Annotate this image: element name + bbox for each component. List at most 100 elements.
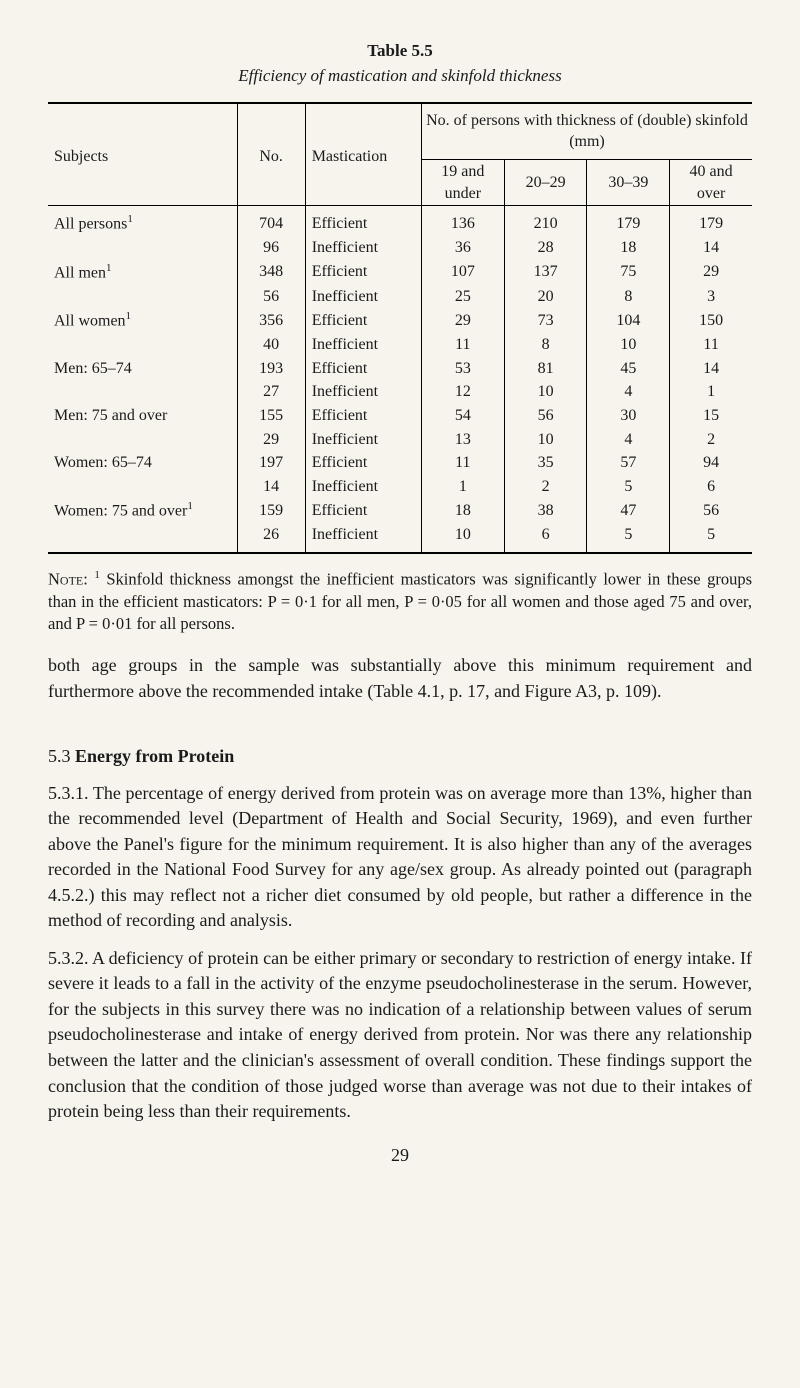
cell-value: 6 [504, 523, 587, 553]
cell-mastication: Inefficient [305, 428, 421, 452]
cell-value: 10 [587, 333, 670, 357]
cell-value: 6 [670, 475, 752, 499]
col-header-19: 19 and under [421, 160, 504, 206]
cell-value: 57 [587, 451, 670, 475]
cell-value: 3 [670, 285, 752, 309]
cell-value: 2 [504, 475, 587, 499]
cell-subject [48, 333, 237, 357]
cell-no: 356 [237, 308, 305, 333]
cell-sup: 1 [187, 500, 193, 512]
table-row: Men: 65–74193Efficient53814514 [48, 357, 752, 381]
cell-value: 12 [421, 380, 504, 404]
table-row: 56Inefficient252083 [48, 285, 752, 309]
cell-value: 10 [504, 428, 587, 452]
table-row: All persons1704Efficient136210179179 [48, 206, 752, 236]
cell-subject: Men: 65–74 [48, 357, 237, 381]
cell-value: 137 [504, 260, 587, 285]
table-row: 96Inefficient36281814 [48, 236, 752, 260]
cell-value: 36 [421, 236, 504, 260]
table-row: 29Inefficient131042 [48, 428, 752, 452]
cell-mastication: Inefficient [305, 523, 421, 553]
cell-value: 18 [587, 236, 670, 260]
table-row: Women: 65–74197Efficient11355794 [48, 451, 752, 475]
cell-value: 5 [587, 475, 670, 499]
cell-subject [48, 428, 237, 452]
cell-subject [48, 475, 237, 499]
cell-value: 54 [421, 404, 504, 428]
cell-mastication: Efficient [305, 404, 421, 428]
cell-value: 56 [670, 498, 752, 523]
table-row: 27Inefficient121041 [48, 380, 752, 404]
cell-mastication: Efficient [305, 357, 421, 381]
cell-no: 704 [237, 206, 305, 236]
cell-no: 14 [237, 475, 305, 499]
cell-value: 104 [587, 308, 670, 333]
note-label: Note: [48, 569, 94, 588]
cell-value: 8 [504, 333, 587, 357]
body-paragraph-1: both age groups in the sample was substa… [48, 653, 752, 704]
cell-subject: All men1 [48, 260, 237, 285]
cell-value: 10 [421, 523, 504, 553]
page-number: 29 [48, 1143, 752, 1167]
paragraph-5-3-2: 5.3.2. A deficiency of protein can be ei… [48, 946, 752, 1125]
cell-value: 4 [587, 428, 670, 452]
section-heading: 5.3 Energy from Protein [48, 744, 752, 768]
cell-mastication: Efficient [305, 308, 421, 333]
cell-no: 29 [237, 428, 305, 452]
cell-subject: Women: 65–74 [48, 451, 237, 475]
cell-value: 107 [421, 260, 504, 285]
note-text: Skinfold thickness amongst the inefficie… [48, 569, 752, 633]
cell-value: 20 [504, 285, 587, 309]
cell-value: 11 [421, 451, 504, 475]
cell-value: 179 [587, 206, 670, 236]
cell-value: 5 [670, 523, 752, 553]
cell-value: 179 [670, 206, 752, 236]
cell-mastication: Inefficient [305, 236, 421, 260]
paragraph-5-3-1: 5.3.1. The percentage of energy derived … [48, 781, 752, 934]
col-header-2029: 20–29 [504, 160, 587, 206]
table-caption: Efficiency of mastication and skinfold t… [48, 65, 752, 88]
cell-value: 11 [670, 333, 752, 357]
table-body: All persons1704Efficient13621017917996In… [48, 206, 752, 553]
cell-subject: Men: 75 and over [48, 404, 237, 428]
cell-sup: 1 [127, 213, 133, 225]
cell-value: 8 [587, 285, 670, 309]
cell-value: 11 [421, 333, 504, 357]
cell-value: 45 [587, 357, 670, 381]
cell-no: 40 [237, 333, 305, 357]
cell-subject: Women: 75 and over1 [48, 498, 237, 523]
cell-value: 4 [587, 380, 670, 404]
cell-value: 38 [504, 498, 587, 523]
table-row: 40Inefficient1181011 [48, 333, 752, 357]
section-title: Energy from Protein [75, 746, 234, 766]
cell-value: 150 [670, 308, 752, 333]
cell-value: 29 [670, 260, 752, 285]
cell-value: 75 [587, 260, 670, 285]
col-header-subjects: Subjects [48, 103, 237, 206]
cell-mastication: Inefficient [305, 475, 421, 499]
cell-mastication: Efficient [305, 451, 421, 475]
cell-value: 5 [587, 523, 670, 553]
cell-value: 2 [670, 428, 752, 452]
cell-value: 13 [421, 428, 504, 452]
cell-value: 210 [504, 206, 587, 236]
cell-value: 56 [504, 404, 587, 428]
cell-value: 10 [504, 380, 587, 404]
cell-mastication: Efficient [305, 498, 421, 523]
table-title: Table 5.5 [48, 40, 752, 63]
table-row: 26Inefficient10655 [48, 523, 752, 553]
cell-mastication: Inefficient [305, 333, 421, 357]
cell-no: 159 [237, 498, 305, 523]
col-header-3039: 30–39 [587, 160, 670, 206]
cell-value: 30 [587, 404, 670, 428]
cell-no: 155 [237, 404, 305, 428]
cell-no: 193 [237, 357, 305, 381]
cell-value: 94 [670, 451, 752, 475]
cell-value: 18 [421, 498, 504, 523]
cell-value: 14 [670, 357, 752, 381]
cell-sup: 1 [126, 310, 132, 322]
cell-value: 53 [421, 357, 504, 381]
cell-no: 26 [237, 523, 305, 553]
cell-no: 348 [237, 260, 305, 285]
table-row: Men: 75 and over155Efficient54563015 [48, 404, 752, 428]
